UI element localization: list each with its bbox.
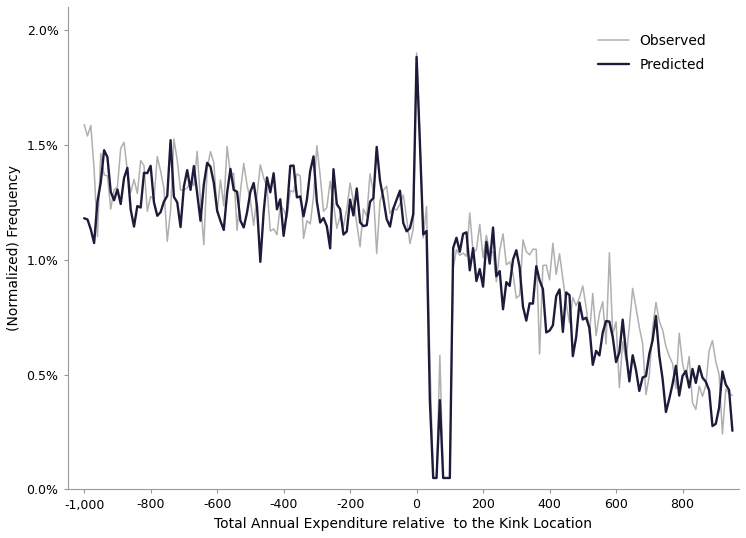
Observed — [259, 175, 268, 181]
Observed — [429, 475, 438, 481]
Observed — [80, 122, 89, 128]
Legend: Observed, Predicted: Observed, Predicted — [592, 29, 712, 77]
Observed — [518, 237, 527, 243]
Observed — [412, 50, 421, 56]
Y-axis label: (Normalized) Frequency: (Normalized) Frequency — [7, 165, 21, 331]
Predicted — [80, 215, 89, 222]
X-axis label: Total Annual Expenditure relative  to the Kink Location: Total Annual Expenditure relative to the… — [214, 517, 592, 531]
Predicted — [518, 303, 527, 310]
Predicted — [728, 428, 737, 434]
Observed — [106, 206, 115, 213]
Predicted — [642, 373, 651, 379]
Observed — [642, 392, 651, 398]
Observed — [695, 383, 703, 390]
Predicted — [695, 363, 703, 369]
Predicted — [448, 245, 457, 251]
Predicted — [412, 54, 421, 60]
Predicted — [429, 475, 438, 481]
Observed — [728, 392, 737, 399]
Predicted — [106, 189, 115, 195]
Line: Predicted: Predicted — [84, 57, 733, 478]
Observed — [448, 265, 457, 271]
Line: Observed: Observed — [84, 53, 733, 478]
Predicted — [259, 209, 268, 215]
